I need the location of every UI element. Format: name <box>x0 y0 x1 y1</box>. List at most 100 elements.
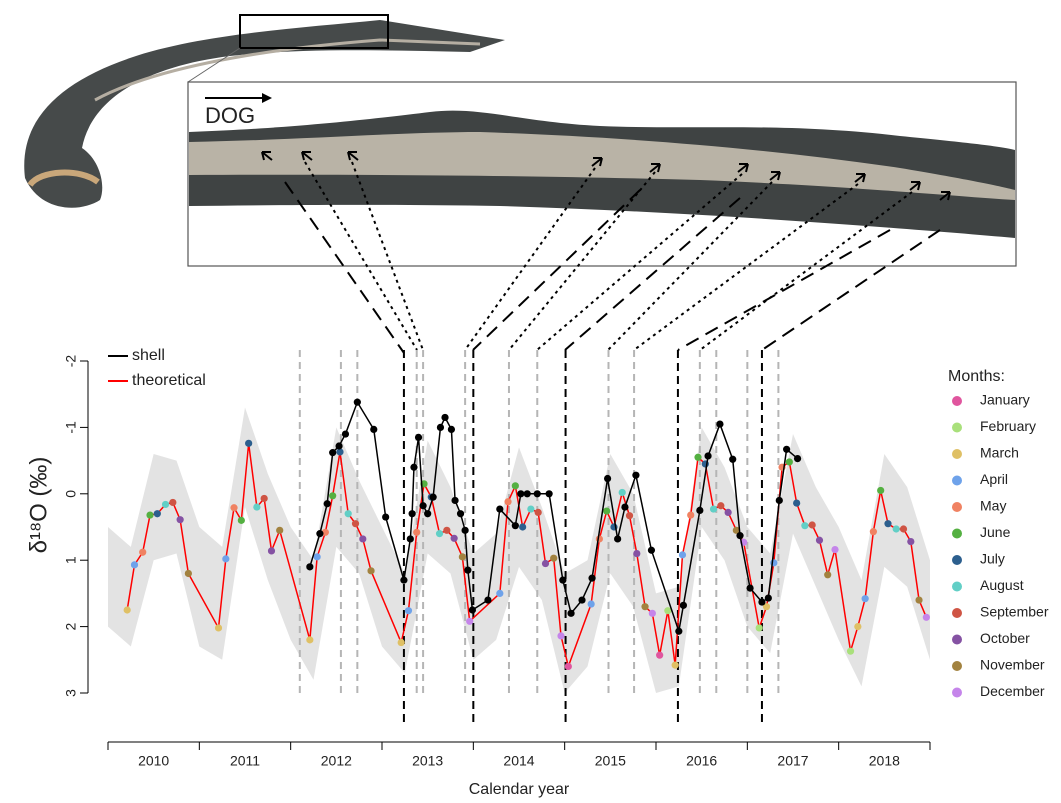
data-point <box>404 607 413 615</box>
legend-marker <box>952 581 962 592</box>
data-point <box>419 502 427 510</box>
data-point <box>647 546 656 554</box>
data-point <box>408 510 416 518</box>
data-point <box>704 452 712 460</box>
legend-label: April <box>980 471 1008 487</box>
data-point <box>397 638 405 647</box>
data-point <box>557 632 565 640</box>
data-point <box>176 516 184 524</box>
data-point <box>758 598 766 606</box>
data-point <box>633 549 641 558</box>
legend-marker <box>952 661 962 671</box>
data-point <box>736 532 744 540</box>
legend-marker <box>952 555 962 565</box>
data-point <box>595 535 603 543</box>
data-point <box>359 535 367 543</box>
data-point <box>370 425 378 433</box>
x-tick-label: 2012 <box>321 753 352 769</box>
y-tick-label: 0 <box>63 490 79 498</box>
x-tick-label: 2014 <box>503 753 534 769</box>
data-point <box>435 530 444 538</box>
data-point <box>808 521 816 529</box>
data-point <box>276 526 284 534</box>
data-point <box>382 513 390 521</box>
x-tick-label: 2018 <box>869 753 900 769</box>
data-point <box>846 647 855 655</box>
data-point <box>641 603 649 611</box>
shell-photo <box>24 14 506 208</box>
data-point <box>222 555 230 563</box>
series-line <box>309 400 799 632</box>
data-point <box>815 536 824 544</box>
data-point <box>899 525 908 533</box>
legend-marker <box>952 422 962 433</box>
legend-label: January <box>980 392 1030 408</box>
y-tick-label: 2 <box>63 622 79 630</box>
legend-marker <box>952 449 962 459</box>
data-point <box>441 413 449 422</box>
data-point <box>922 613 930 621</box>
data-point <box>614 535 622 543</box>
data-point <box>519 523 527 531</box>
data-point <box>464 566 472 574</box>
data-point <box>161 500 170 509</box>
data-point <box>907 538 915 546</box>
legend-marker <box>952 634 962 645</box>
data-point <box>329 449 337 457</box>
data-point <box>424 510 432 518</box>
data-point <box>854 623 862 631</box>
legend-label: December <box>980 683 1045 699</box>
x-tick-label: 2015 <box>595 753 626 769</box>
data-point <box>130 561 139 569</box>
data-point <box>353 398 361 406</box>
data-point <box>341 430 350 438</box>
data-point <box>664 607 672 615</box>
data-point <box>245 439 253 447</box>
data-point <box>410 463 418 471</box>
data-point <box>648 609 656 617</box>
legend-label: June <box>980 524 1011 540</box>
data-point <box>559 576 567 584</box>
data-point <box>351 520 360 528</box>
data-point <box>496 505 504 513</box>
data-point <box>861 595 869 603</box>
data-point <box>450 534 458 542</box>
data-point <box>724 508 732 516</box>
data-point <box>153 510 161 518</box>
data-point <box>656 651 664 659</box>
data-point <box>603 507 611 515</box>
legend-label: July <box>980 551 1005 567</box>
data-point <box>671 661 679 669</box>
data-point <box>696 506 704 514</box>
legend-label: September <box>980 604 1049 620</box>
data-point <box>414 433 423 441</box>
legend-marker <box>952 528 962 539</box>
data-point <box>755 624 763 632</box>
data-point <box>344 510 352 518</box>
data-point <box>746 584 754 592</box>
data-point <box>567 609 575 617</box>
data-point <box>436 423 445 431</box>
data-point <box>184 569 192 578</box>
annotation: DOG <box>205 103 255 128</box>
range-band <box>108 407 930 693</box>
data-point <box>367 567 375 575</box>
data-point <box>869 528 877 536</box>
data-point <box>694 453 702 461</box>
data-point <box>877 486 885 495</box>
data-point <box>511 522 519 530</box>
data-point <box>564 662 572 671</box>
legend-label: theoretical <box>132 372 206 389</box>
data-point <box>267 547 276 555</box>
data-point <box>306 636 314 644</box>
data-point <box>335 442 343 450</box>
legend-label: February <box>980 418 1036 434</box>
data-point <box>253 503 261 511</box>
data-point <box>321 528 329 536</box>
legend-marker <box>952 608 962 618</box>
data-point <box>466 617 474 625</box>
data-point <box>517 490 525 498</box>
data-point <box>336 448 344 456</box>
data-point <box>237 516 245 524</box>
